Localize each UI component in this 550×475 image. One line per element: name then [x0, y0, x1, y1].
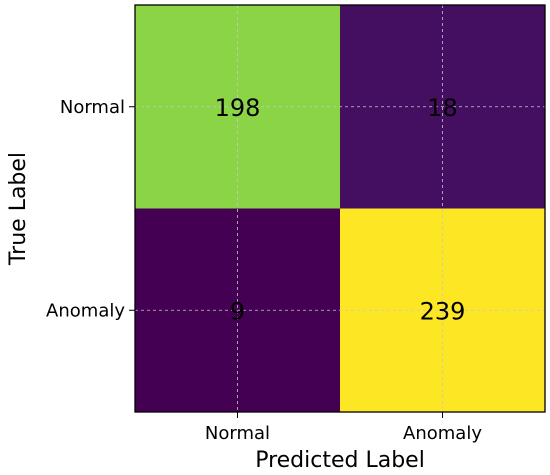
y-tick-labels: Normal Anomaly	[46, 97, 125, 322]
y-tick-label: Anomaly	[46, 300, 125, 321]
x-tick-label: Normal	[205, 423, 270, 444]
plot-frame	[134, 4, 546, 413]
cell-value-labels: 198 18 9 239	[215, 94, 466, 326]
cell-value-label: 198	[215, 94, 261, 122]
cell-value-label: 239	[420, 297, 466, 325]
y-tick-label: Normal	[60, 97, 125, 118]
gridlines	[135, 5, 545, 412]
x-tick-label: Anomaly	[403, 423, 482, 444]
axis-ticks	[129, 106, 443, 418]
cell-value-label: 9	[230, 297, 245, 325]
y-axis-title: True Label	[6, 152, 31, 266]
cell-value-label: 18	[427, 94, 458, 122]
x-axis-title: Predicted Label	[255, 448, 425, 473]
x-tick-labels: Normal Anomaly	[205, 423, 482, 444]
heatmap-cells	[135, 5, 546, 413]
